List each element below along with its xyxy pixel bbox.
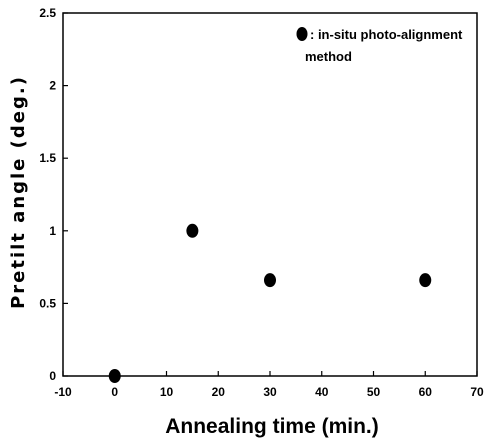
legend: : in-situ photo-alignment method xyxy=(296,27,463,64)
data-point xyxy=(108,369,121,383)
ticks: -10 0 10 20 30 40 50 60 70 0 0.5 1 1.5 2 2.5 xyxy=(39,6,484,399)
data-point xyxy=(186,223,199,238)
data-point xyxy=(264,273,276,288)
x-tick-label: 10 xyxy=(160,385,174,399)
x-axis-title: Annealing time (min.) xyxy=(165,415,379,438)
x-tick-label: 30 xyxy=(263,385,277,399)
y-tick-label: 1.5 xyxy=(39,151,56,165)
legend-marker xyxy=(296,27,308,41)
y-axis-title: Pretilt angle (deg.) xyxy=(8,75,29,309)
x-tick-label: 0 xyxy=(111,385,118,399)
y-tick-label: 0 xyxy=(49,369,56,383)
y-tick-label: 0.5 xyxy=(39,296,56,310)
x-tick-label: 60 xyxy=(419,385,433,399)
plot-frame xyxy=(62,12,478,377)
x-tick-label: 70 xyxy=(470,385,484,399)
legend-text-line1: : in-situ photo-alignment xyxy=(310,27,463,42)
x-tick-label: -10 xyxy=(54,385,72,399)
legend-text-line2: method xyxy=(305,49,352,64)
axes xyxy=(62,12,478,377)
y-tick-label: 1 xyxy=(49,224,56,238)
data-point xyxy=(419,273,432,288)
x-tick-label: 40 xyxy=(315,385,329,399)
x-tick-label: 20 xyxy=(212,385,226,399)
x-tick-label: 50 xyxy=(367,385,381,399)
y-tick-label: 2 xyxy=(49,79,56,93)
data-points xyxy=(108,223,432,383)
y-tick-label: 2.5 xyxy=(39,6,56,20)
